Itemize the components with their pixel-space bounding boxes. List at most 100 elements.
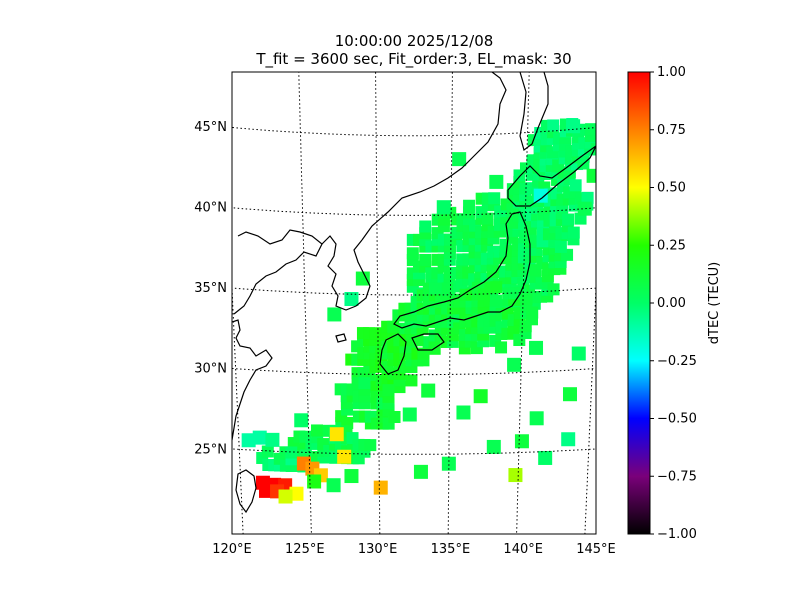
colorbar-tick-label: 0.00	[657, 296, 686, 311]
colorbar-tick-label: −1.00	[657, 527, 697, 542]
dtec-cell	[511, 244, 524, 257]
dtec-patch	[562, 387, 577, 402]
dtec-patch	[344, 291, 359, 306]
dtec-patch	[329, 427, 344, 442]
dtec-cell	[511, 251, 524, 264]
colorbar-tick-label: −0.75	[657, 469, 697, 484]
coastline-china	[232, 319, 273, 441]
parallel-line	[232, 367, 596, 376]
dtec-patch	[456, 405, 471, 420]
dtec-patch	[327, 307, 342, 322]
parallel-line	[232, 287, 596, 296]
x-tick-label: 135°E	[431, 542, 471, 557]
parallel-line	[232, 448, 596, 455]
dtec-patch	[258, 483, 273, 498]
y-tick-label: 45°N	[194, 120, 227, 135]
dtec-cell	[585, 123, 596, 136]
dtec-cell	[488, 192, 501, 205]
dtec-cell	[463, 199, 476, 212]
x-tick-label: 130°E	[358, 542, 398, 557]
dtec-patch	[307, 474, 322, 489]
dtec-cell	[495, 341, 508, 354]
dtec-cell	[490, 281, 503, 294]
dtec-patch	[265, 432, 280, 447]
dtec-patch	[373, 480, 388, 495]
dtec-patch	[344, 469, 359, 484]
dtec-patch	[561, 432, 576, 447]
dtec-cell	[382, 384, 395, 397]
dtec-patch	[586, 168, 596, 183]
y-tick-label: 40°N	[194, 200, 227, 215]
dtec-cell	[481, 212, 494, 225]
parallel-line	[232, 126, 596, 137]
coastline-kyushu	[379, 333, 407, 375]
dtec-patch	[529, 411, 544, 426]
dtec-cell	[548, 249, 561, 262]
dtec-patch	[413, 464, 428, 479]
dtec-cell	[489, 294, 502, 307]
colorbar-tick-label: −0.50	[657, 412, 697, 427]
colorbar: 1.00 0.75 0.50 0.25 0.00 −0.25 −0.50 −0.75 −1.00…	[627, 65, 722, 542]
dtec-patch	[402, 407, 417, 422]
plot-frame	[231, 71, 597, 535]
dtec-patch	[507, 357, 522, 372]
coastline-sakhalin	[519, 72, 549, 152]
meridian-line	[298, 72, 312, 534]
dtec-cell	[584, 136, 596, 149]
chart-title: 10:00:00 2025/12/08	[334, 32, 494, 50]
dtec-cell	[505, 272, 518, 285]
coastline-hokkaido	[507, 145, 596, 207]
dtec-cell	[520, 293, 533, 306]
dtec-cell	[506, 225, 519, 238]
y-tick-label: 30°N	[194, 362, 227, 377]
dtec-cell	[590, 142, 596, 155]
dtec-cell	[441, 282, 454, 295]
coastline-jeju	[335, 333, 347, 343]
coastline-shikoku	[411, 333, 445, 351]
dtec-patch	[508, 468, 523, 483]
dtec-cell	[547, 283, 560, 296]
coastline-bohai	[233, 229, 323, 315]
x-tick-label: 145°E	[576, 542, 616, 557]
dtec-cell	[562, 213, 575, 226]
dtec-patch	[252, 430, 267, 445]
x-tick-label: 140°E	[503, 542, 543, 557]
dtec-cell	[285, 446, 298, 459]
colorbar-tick-label: 0.25	[657, 238, 686, 253]
dtec-cell	[387, 320, 400, 333]
coastline-russia-east	[361, 72, 507, 241]
dtec-cell	[554, 240, 567, 253]
dtec-field	[241, 118, 596, 504]
y-tick-label: 25°N	[194, 442, 227, 457]
x-tick-label: 125°E	[285, 542, 325, 557]
dtec-patch	[294, 413, 309, 428]
x-axis: 120°E 125°E 130°E 135°E 140°E 145°E	[212, 542, 616, 557]
colorbar-tick-label: −0.25	[657, 354, 697, 369]
dtec-patch	[571, 346, 586, 361]
dtec-cell	[581, 191, 594, 204]
dtec-cell	[559, 125, 572, 138]
dtec-patch	[452, 152, 467, 167]
dtec-cell	[364, 439, 377, 452]
dtec-cell	[261, 445, 274, 458]
dtec-patch	[529, 340, 544, 355]
y-tick-label: 35°N	[194, 281, 227, 296]
colorbar-ticks: 1.00 0.75 0.50 0.25 0.00 −0.25 −0.50 −0.75 −1.00	[650, 65, 697, 542]
colorbar-gradient	[627, 71, 651, 535]
dtec-cell	[419, 253, 432, 266]
dtec-cell	[567, 226, 580, 239]
coastline-korea	[321, 235, 371, 311]
dtec-patch	[436, 200, 451, 215]
dtec-cell	[388, 410, 401, 423]
coastlines	[232, 72, 596, 514]
dtec-cell	[417, 347, 430, 360]
parallel-line	[232, 207, 596, 216]
dtec-cell	[406, 247, 419, 260]
dtec-cell	[584, 129, 596, 142]
dtec-patch	[278, 489, 293, 504]
dtec-patch	[486, 439, 501, 454]
dtec-patch	[326, 478, 341, 493]
y-axis: 25°N 30°N 35°N 40°N 45°N	[194, 120, 227, 458]
dtec-patch	[441, 456, 456, 471]
